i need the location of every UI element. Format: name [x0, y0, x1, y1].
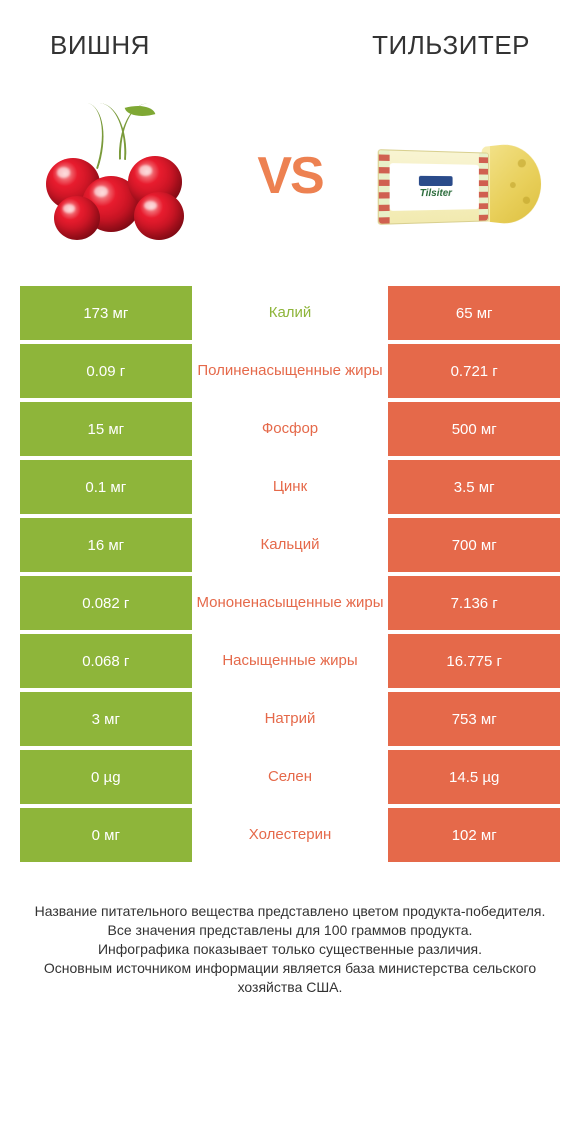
- table-row: 0 µgСелен14.5 µg: [20, 750, 560, 804]
- cell-nutrient-label: Насыщенные жиры: [192, 634, 389, 688]
- cell-nutrient-label: Полиненасыщенные жиры: [192, 344, 389, 398]
- cell-left-value: 0 мг: [20, 808, 192, 862]
- table-row: 0.09 гПолиненасыщенные жиры0.721 г: [20, 344, 560, 398]
- cell-left-value: 0.09 г: [20, 344, 192, 398]
- table-row: 0.1 мгЦинк3.5 мг: [20, 460, 560, 514]
- footer-text: Название питательного вещества представл…: [20, 902, 560, 996]
- cell-left-value: 0 µg: [20, 750, 192, 804]
- table-row: 3 мгНатрий753 мг: [20, 692, 560, 746]
- vs-label: VS: [257, 146, 322, 206]
- cell-right-value: 700 мг: [388, 518, 560, 572]
- comparison-table: 173 мгКалий65 мг0.09 гПолиненасыщенные ж…: [20, 276, 560, 862]
- cherry-image: [40, 106, 200, 246]
- cell-nutrient-label: Холестерин: [192, 808, 389, 862]
- cell-right-value: 500 мг: [388, 402, 560, 456]
- cheese-brand-bar: [419, 175, 453, 185]
- title-left: ВИШНЯ: [50, 30, 150, 61]
- cell-left-value: 0.068 г: [20, 634, 192, 688]
- table-row: 16 мгКальций700 мг: [20, 518, 560, 572]
- cell-right-value: 0.721 г: [388, 344, 560, 398]
- cell-nutrient-label: Цинк: [192, 460, 389, 514]
- cell-left-value: 0.082 г: [20, 576, 192, 630]
- table-row: 0.082 гМононенасыщенные жиры7.136 г: [20, 576, 560, 630]
- infographic-container: ВИШНЯ ТИЛЬЗИТЕР VS: [0, 0, 580, 1144]
- table-row: 15 мгФосфор500 мг: [20, 402, 560, 456]
- cell-right-value: 65 мг: [388, 286, 560, 340]
- cheese-pack-text: Tilsiter: [420, 187, 452, 198]
- cell-nutrient-label: Мононенасыщенные жиры: [192, 576, 389, 630]
- cell-left-value: 15 мг: [20, 402, 192, 456]
- titles-row: ВИШНЯ ТИЛЬЗИТЕР: [20, 20, 560, 86]
- cell-nutrient-label: Фосфор: [192, 402, 389, 456]
- cell-right-value: 3.5 мг: [388, 460, 560, 514]
- cell-right-value: 16.775 г: [388, 634, 560, 688]
- cell-left-value: 0.1 мг: [20, 460, 192, 514]
- cell-right-value: 7.136 г: [388, 576, 560, 630]
- cell-right-value: 14.5 µg: [388, 750, 560, 804]
- cell-nutrient-label: Натрий: [192, 692, 389, 746]
- cell-left-value: 173 мг: [20, 286, 192, 340]
- cell-nutrient-label: Калий: [192, 286, 389, 340]
- table-row: 173 мгКалий65 мг: [20, 286, 560, 340]
- table-row: 0 мгХолестерин102 мг: [20, 808, 560, 862]
- cell-right-value: 102 мг: [388, 808, 560, 862]
- cell-right-value: 753 мг: [388, 692, 560, 746]
- cell-nutrient-label: Селен: [192, 750, 389, 804]
- cell-left-value: 3 мг: [20, 692, 192, 746]
- table-row: 0.068 гНасыщенные жиры16.775 г: [20, 634, 560, 688]
- title-right: ТИЛЬЗИТЕР: [372, 30, 530, 61]
- cell-left-value: 16 мг: [20, 518, 192, 572]
- cheese-image: Tilsiter: [380, 106, 540, 246]
- cell-nutrient-label: Кальций: [192, 518, 389, 572]
- hero-row: VS Tilsiter: [20, 86, 560, 276]
